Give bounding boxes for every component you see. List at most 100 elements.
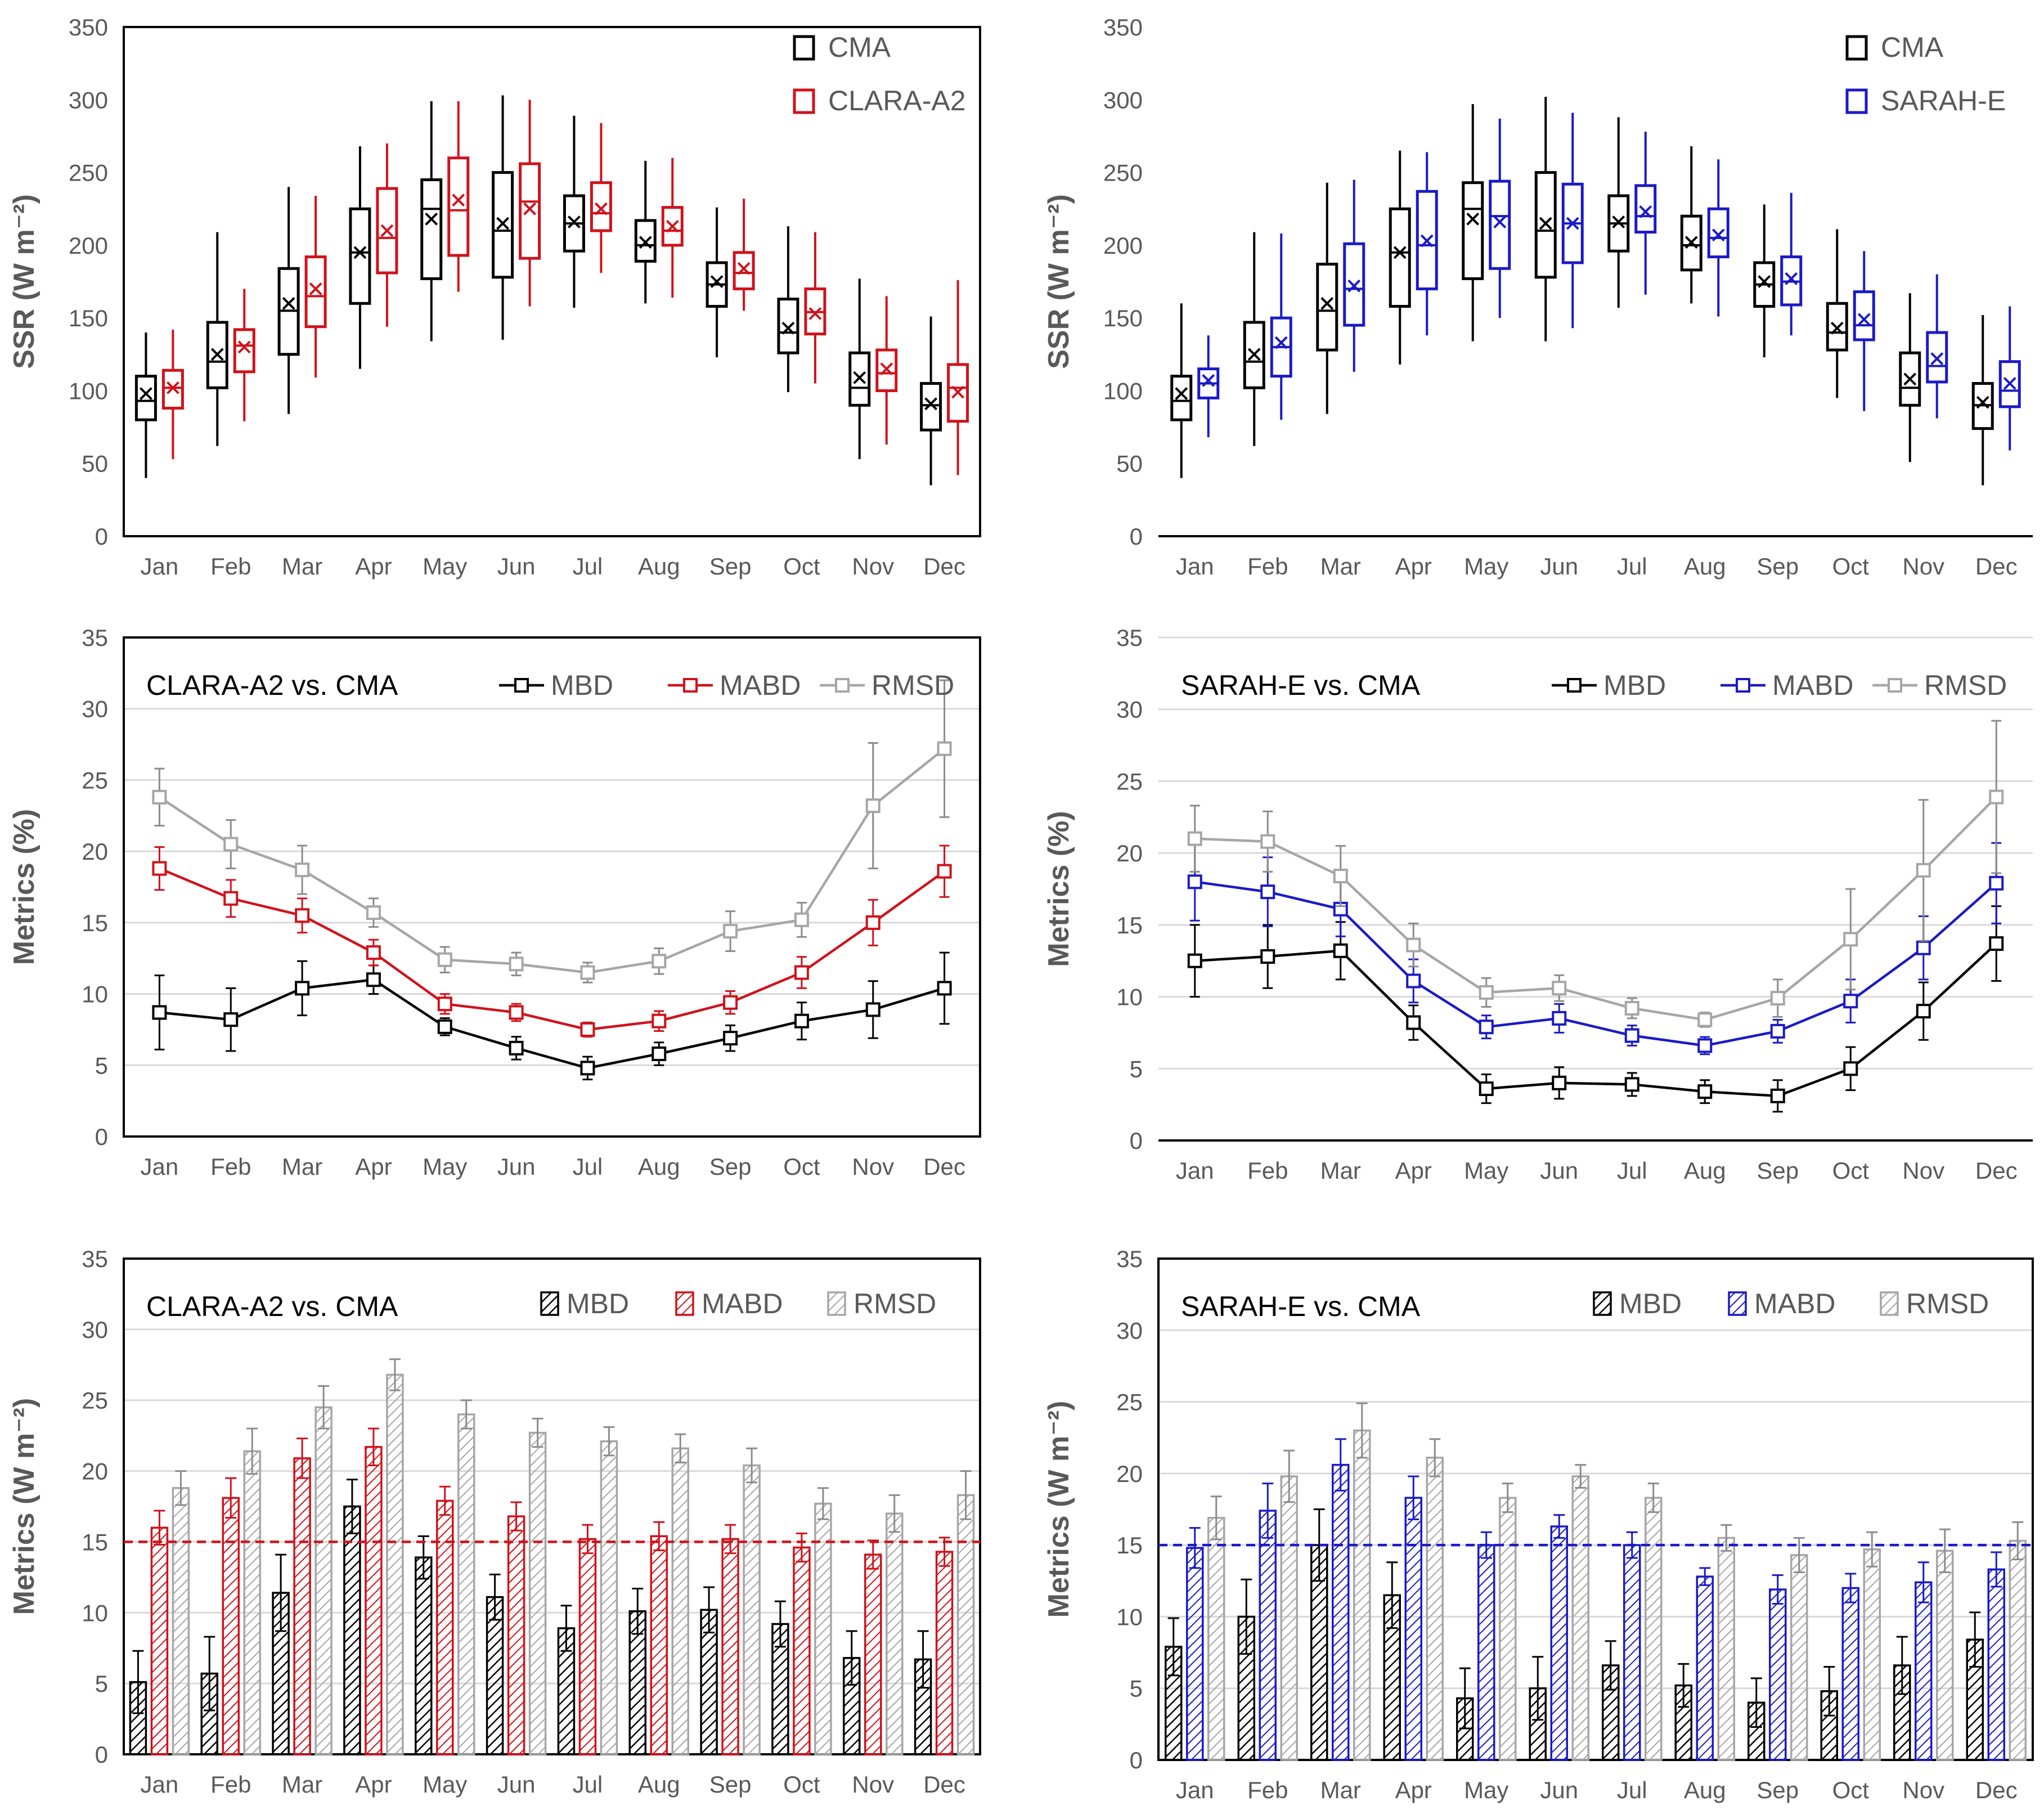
data-point xyxy=(1624,1077,1639,1092)
x-tick-label: Apr xyxy=(355,1153,392,1180)
legend-label: CMA xyxy=(828,32,891,63)
data-point xyxy=(437,952,452,967)
data-point xyxy=(937,741,952,756)
bar-rmsd-may xyxy=(457,1399,475,1755)
bar xyxy=(814,1502,832,1755)
data-point xyxy=(1406,973,1421,989)
box-mean-marker xyxy=(710,275,724,288)
x-tick-label: Oct xyxy=(1832,1777,1870,1803)
legend-swatch xyxy=(540,1291,559,1316)
box-iqr xyxy=(590,181,612,232)
data-point xyxy=(1697,1084,1713,1099)
bar-mabd-oct xyxy=(793,1532,811,1755)
box-mean-marker xyxy=(639,236,652,249)
data-point xyxy=(1916,863,1931,878)
box-cma-apr xyxy=(349,146,371,369)
y-tick-label: 20 xyxy=(82,838,108,865)
bar-mabd-feb xyxy=(1259,1483,1277,1761)
legend-swatch xyxy=(793,35,815,61)
data-point xyxy=(1770,1023,1785,1039)
bar-mabd-mar xyxy=(1332,1438,1350,1761)
data-point xyxy=(794,912,809,927)
data-point xyxy=(652,1047,667,1062)
bar xyxy=(1790,1554,1808,1761)
chart-title: SARAH-E vs. CMA xyxy=(1181,670,1421,701)
bar xyxy=(1404,1497,1422,1761)
bar-rmsd-apr xyxy=(386,1358,404,1755)
y-tick-label: 100 xyxy=(1103,378,1143,404)
bar-mbd-feb xyxy=(200,1636,218,1755)
x-tick-label: Dec xyxy=(923,553,965,580)
series-line xyxy=(159,978,945,1070)
data-point xyxy=(152,861,167,876)
bar xyxy=(507,1515,525,1755)
bar xyxy=(1769,1588,1787,1761)
x-tick-label: Sep xyxy=(1757,1157,1799,1184)
bar-mbd-apr xyxy=(1383,1561,1401,1761)
chart-title: SARAH-E vs. CMA xyxy=(1181,1291,1421,1322)
bar-mbd-jan xyxy=(129,1650,147,1755)
data-point xyxy=(1697,1012,1713,1027)
y-tick-label: 0 xyxy=(95,1124,108,1150)
legend-label: CLARA-A2 xyxy=(828,85,966,116)
box-mean-marker xyxy=(1639,205,1652,218)
x-tick-label: Feb xyxy=(1247,553,1288,580)
bar xyxy=(243,1450,261,1755)
bar xyxy=(650,1535,668,1755)
y-tick-label: 35 xyxy=(1116,1246,1143,1272)
bar xyxy=(293,1457,311,1755)
data-point xyxy=(295,981,310,996)
x-tick-label: Jun xyxy=(497,553,536,580)
series-line xyxy=(159,867,945,1031)
bar-mbd-mar xyxy=(272,1553,290,1755)
bar xyxy=(1207,1517,1225,1761)
x-tick-label: Apr xyxy=(1395,1777,1432,1803)
legend-swatch xyxy=(1593,1291,1612,1316)
legend-label: RMSD xyxy=(853,1288,936,1319)
y-tick-label: 30 xyxy=(82,696,108,722)
y-tick-label: 35 xyxy=(82,1246,108,1272)
x-tick-label: Jul xyxy=(573,553,603,580)
x-tick-label: Dec xyxy=(1975,1777,2018,1803)
bar-mbd-nov xyxy=(1893,1636,1911,1761)
bar-mabd-mar xyxy=(293,1438,311,1755)
data-point xyxy=(1479,985,1494,1000)
box-mean-marker xyxy=(737,262,751,275)
bar-mabd-nov xyxy=(1915,1561,1933,1761)
bar xyxy=(671,1447,689,1755)
box-mean-marker xyxy=(140,387,152,401)
bar-rmsd-may xyxy=(1499,1483,1517,1761)
box-mean-marker xyxy=(1347,279,1361,293)
bar-rmsd-aug xyxy=(1717,1524,1735,1761)
box-iqr xyxy=(304,255,327,329)
y-tick-label: 350 xyxy=(1103,14,1143,41)
box-iqr xyxy=(1389,207,1411,308)
data-point xyxy=(1770,1088,1785,1103)
box-iqr xyxy=(661,206,684,247)
data-point xyxy=(723,995,738,1010)
bar-rmsd-jan xyxy=(172,1470,190,1755)
y-tick-label: 200 xyxy=(69,232,108,259)
box-mean-marker xyxy=(880,362,893,376)
box-iqr xyxy=(519,162,541,260)
y-axis-label: SSR (W m⁻²) xyxy=(8,194,41,369)
x-tick-label: Jun xyxy=(1540,1777,1578,1803)
x-tick-label: Nov xyxy=(1902,1777,1944,1803)
box-iqr xyxy=(1534,171,1557,279)
legend-label: MABD xyxy=(1772,670,1853,701)
bar-rmsd-oct xyxy=(1863,1531,1881,1761)
box-mean-marker xyxy=(1539,217,1552,230)
box-cma-feb xyxy=(206,232,228,446)
bar xyxy=(343,1505,361,1755)
legend-marker xyxy=(835,678,850,693)
bar xyxy=(1280,1475,1298,1761)
x-tick-label: Mar xyxy=(282,553,322,580)
bar-rmsd-apr xyxy=(1426,1438,1444,1761)
data-point xyxy=(1916,940,1931,955)
box-mean-marker xyxy=(1830,321,1844,335)
bar-mbd-sep xyxy=(1747,1677,1766,1761)
bar-mbd-jul xyxy=(557,1605,576,1755)
series-line xyxy=(159,747,945,974)
x-tick-label: Jan xyxy=(141,1771,179,1798)
box-cma-nov xyxy=(1899,293,1921,462)
